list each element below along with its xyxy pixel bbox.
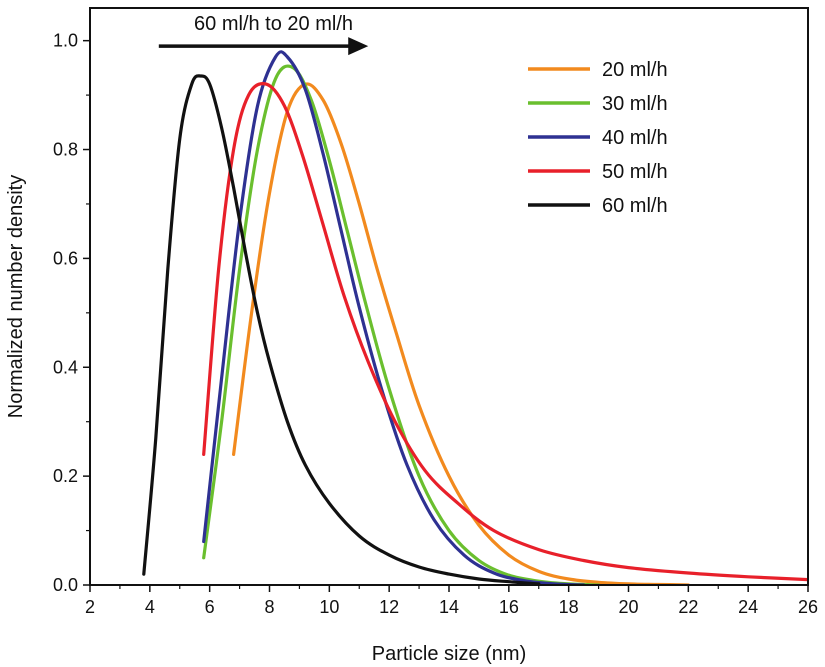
y-tick-label: 1.0 xyxy=(53,31,78,51)
y-axis-label: Normalized number density xyxy=(5,175,27,418)
y-tick-label: 0.4 xyxy=(53,357,78,377)
x-tick-label: 6 xyxy=(205,597,215,617)
x-tick-label: 4 xyxy=(145,597,155,617)
x-tick-label: 22 xyxy=(678,597,698,617)
annotation-arrow-head xyxy=(348,37,369,56)
x-tick-label: 10 xyxy=(319,597,339,617)
annotation-text: 60 ml/h to 20 ml/h xyxy=(194,13,353,35)
series-line-40-ml-h xyxy=(202,50,586,585)
series-line-60-ml-h xyxy=(142,74,541,585)
x-tick-label: 18 xyxy=(559,597,579,617)
legend-label: 60 ml/h xyxy=(602,195,668,217)
series-line-50-ml-h xyxy=(202,82,808,582)
x-tick-label: 26 xyxy=(798,597,818,617)
x-axis-label: Particle size (nm) xyxy=(372,643,526,665)
legend-label: 50 ml/h xyxy=(602,161,668,183)
legend-label: 40 ml/h xyxy=(602,127,668,149)
x-tick-label: 8 xyxy=(264,597,274,617)
y-tick-label: 0.2 xyxy=(53,466,78,486)
plot-area-frame xyxy=(89,7,809,586)
legend-label: 20 ml/h xyxy=(602,59,668,81)
series-line-20-ml-h xyxy=(232,82,690,585)
x-tick-label: 12 xyxy=(379,597,399,617)
x-tick-label: 14 xyxy=(439,597,459,617)
y-tick-label: 0.8 xyxy=(53,140,78,160)
annotation: 60 ml/h to 20 ml/h xyxy=(158,13,369,56)
x-tick-label: 24 xyxy=(738,597,758,617)
series-line-30-ml-h xyxy=(202,64,601,585)
x-tick-label: 2 xyxy=(85,597,95,617)
x-tick-label: 20 xyxy=(618,597,638,617)
axis-ticks: 2 4 6 8 10 12 14 16 18 20 22 24 260.00.20.40.60.81.0 xyxy=(53,31,818,617)
x-tick-label: 16 xyxy=(499,597,519,617)
series-layer xyxy=(142,50,808,585)
y-tick-label: 0.0 xyxy=(53,575,78,595)
legend-label: 30 ml/h xyxy=(602,93,668,115)
legend: 20 ml/h 30 ml/h 40 ml/h 50 ml/h 60 ml/h xyxy=(528,59,668,217)
y-tick-label: 0.6 xyxy=(53,248,78,268)
